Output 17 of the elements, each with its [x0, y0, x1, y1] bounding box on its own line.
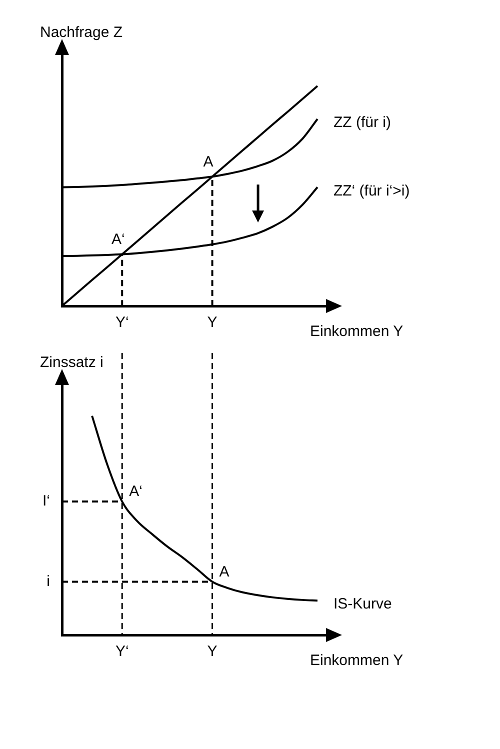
y-axis-title: Nachfrage Z [40, 24, 123, 41]
annotation: A [219, 563, 230, 580]
x-tick-label: Y‘ [115, 643, 129, 660]
annotation: A‘ [111, 230, 125, 248]
y-axis-title: Zinssatz i [40, 354, 104, 371]
x-axis-title: Einkommen Y [310, 323, 404, 340]
series-label: I‘ [42, 492, 50, 510]
annotation: A [203, 153, 214, 170]
series-label: ZZ‘ (für i‘>i) [333, 182, 410, 200]
x-tick-label: Y [207, 314, 218, 332]
series-label: i [46, 572, 50, 590]
series-label: IS-Kurve [333, 596, 392, 613]
series-label: ZZ (für i) [333, 114, 391, 132]
x-tick-label: Y [207, 643, 218, 660]
annotation: A‘ [129, 483, 142, 500]
x-tick-label: Y‘ [115, 314, 129, 332]
x-axis-title: Einkommen Y [310, 652, 404, 669]
